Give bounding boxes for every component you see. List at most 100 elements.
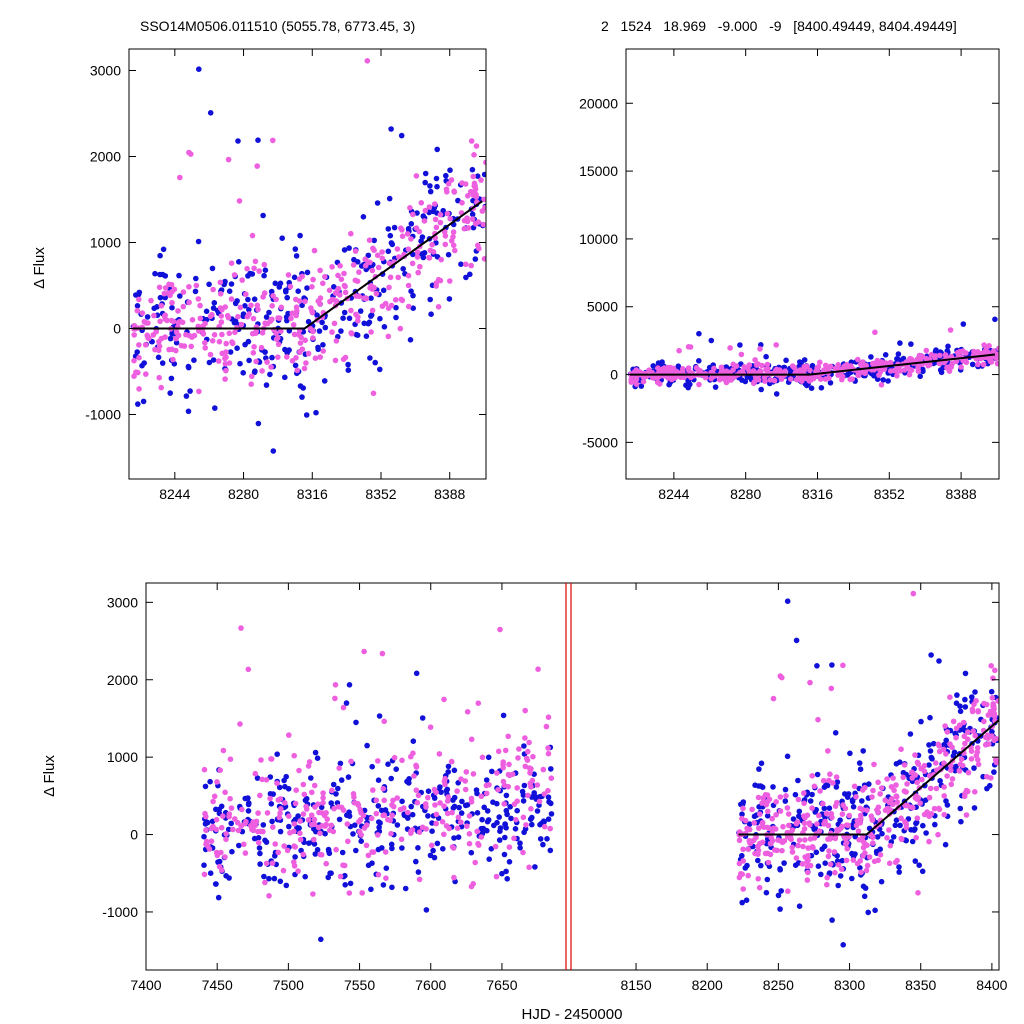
point-blue — [895, 351, 902, 357]
point-blue — [962, 696, 968, 703]
point-pink — [795, 842, 801, 849]
point-pink — [476, 842, 482, 848]
point-blue — [957, 805, 964, 812]
point-pink — [226, 360, 233, 366]
point-blue — [868, 354, 874, 360]
point-pink — [409, 260, 416, 267]
point-pink — [985, 355, 991, 361]
point-pink — [975, 361, 981, 368]
x-tick-label: 8400 — [976, 977, 1007, 993]
point-pink — [765, 366, 771, 372]
point-pink — [218, 824, 225, 831]
point-pink — [374, 252, 381, 259]
point-pink — [395, 274, 402, 281]
point-pink — [904, 781, 910, 787]
point-blue — [458, 810, 465, 816]
point-pink — [203, 841, 209, 847]
point-blue — [292, 854, 298, 860]
point-pink — [826, 375, 832, 381]
point-pink — [530, 753, 536, 760]
point-pink — [633, 376, 640, 383]
point-blue — [291, 274, 298, 281]
point-blue — [140, 398, 147, 405]
point-blue — [388, 841, 395, 848]
point-pink — [807, 367, 813, 374]
point-pink — [373, 797, 380, 804]
point-blue — [407, 337, 414, 343]
point-blue — [481, 804, 488, 811]
point-pink — [676, 347, 682, 354]
point-pink — [742, 817, 749, 824]
point-pink — [468, 799, 475, 805]
point-pink — [825, 822, 832, 829]
point-pink — [368, 283, 375, 289]
point-pink — [293, 304, 300, 311]
point-blue — [430, 847, 436, 854]
point-pink — [774, 847, 780, 854]
point-pink — [474, 828, 481, 835]
point-blue — [202, 783, 209, 790]
point-blue — [410, 738, 417, 744]
point-blue — [157, 294, 164, 301]
point-blue — [971, 765, 977, 771]
point-blue — [520, 792, 527, 798]
point-pink — [894, 368, 900, 375]
point-pink — [545, 750, 552, 757]
point-pink — [957, 761, 964, 768]
point-blue — [415, 869, 422, 875]
point-pink — [259, 368, 265, 374]
point-blue — [912, 858, 919, 864]
point-blue — [391, 224, 398, 231]
point-blue — [433, 175, 440, 182]
point-pink — [795, 796, 802, 803]
point-blue — [874, 834, 881, 840]
point-blue — [451, 803, 458, 810]
point-pink — [263, 860, 270, 867]
point-pink — [915, 368, 922, 374]
point-pink — [302, 298, 308, 305]
point-pink — [188, 343, 194, 350]
point-pink — [335, 272, 341, 279]
point-pink — [894, 857, 900, 864]
point-pink — [244, 265, 250, 272]
point-pink — [308, 812, 315, 818]
point-pink — [437, 211, 444, 218]
point-blue — [354, 259, 361, 265]
point-pink — [222, 789, 228, 796]
point-pink — [244, 313, 251, 320]
point-pink — [299, 273, 306, 280]
point-pink — [280, 867, 287, 874]
point-pink — [297, 349, 303, 355]
point-blue — [462, 802, 469, 809]
point-blue — [277, 878, 284, 885]
point-pink — [391, 754, 398, 761]
point-blue — [796, 903, 803, 909]
point-blue — [974, 544, 980, 550]
point-blue — [456, 804, 462, 811]
point-pink — [353, 311, 359, 318]
point-pink — [927, 362, 933, 368]
point-pink — [362, 262, 369, 269]
point-blue — [346, 809, 352, 815]
point-blue — [928, 652, 934, 658]
point-blue — [451, 767, 458, 774]
point-pink — [749, 806, 755, 813]
point-pink — [196, 328, 202, 334]
point-pink — [914, 779, 920, 786]
point-blue — [270, 791, 277, 797]
point-pink — [365, 852, 372, 859]
point-pink — [320, 348, 327, 354]
point-pink — [445, 181, 452, 187]
point-blue — [796, 808, 803, 815]
point-blue — [393, 304, 399, 311]
point-pink — [228, 805, 235, 811]
point-pink — [820, 800, 826, 807]
point-pink — [962, 790, 968, 797]
x-tick-label: 8244 — [658, 486, 689, 502]
point-blue — [365, 252, 372, 259]
y-tick-label: 2000 — [90, 149, 121, 165]
point-pink — [468, 138, 475, 144]
point-blue — [357, 308, 364, 314]
point-pink — [251, 265, 257, 272]
point-pink — [788, 836, 794, 843]
